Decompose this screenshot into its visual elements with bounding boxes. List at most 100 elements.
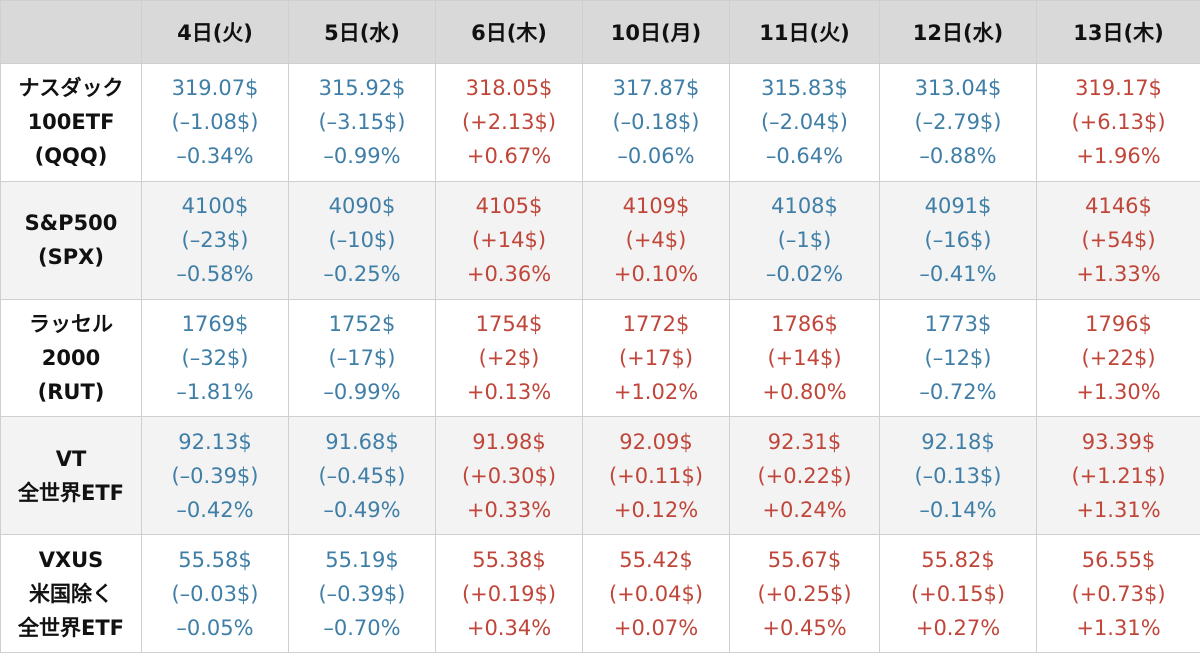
row-label-line: 100ETF: [27, 110, 115, 135]
cell-change: (–0.45$): [318, 463, 406, 488]
cell-change: (–0.13$): [914, 463, 1002, 488]
cell-change: (+22$): [1081, 345, 1156, 370]
cell-pct: –0.42%: [176, 497, 254, 522]
cell-pct: –0.25%: [323, 262, 401, 287]
cell-change: (+0.04$): [608, 581, 704, 606]
column-header: 4日(火): [141, 0, 289, 64]
cell-price: 91.98$: [472, 429, 546, 454]
cell-change: (–3.15$): [318, 110, 406, 135]
row-label-line: VT: [55, 446, 87, 471]
cell-change: (+1.21$): [1071, 463, 1166, 488]
cell-pct: +1.31%: [1076, 497, 1161, 522]
cell-price: 55.82$: [921, 547, 995, 572]
column-header: 12日(水): [879, 0, 1037, 64]
cell-pct: +0.24%: [762, 497, 847, 522]
row-label-line: ナスダック: [18, 76, 124, 101]
cell-pct: –0.49%: [323, 497, 401, 522]
data-cell: 4109$ (+4$) +0.10%: [582, 180, 730, 300]
data-cell: 55.38$ (+0.19$) +0.34%: [435, 534, 583, 653]
cell-change: (+6.13$): [1071, 110, 1166, 135]
row-label: ナスダック 100ETF (QQQ): [0, 63, 142, 182]
cell-change: (–1$): [777, 228, 832, 253]
cell-price: 1796$: [1085, 311, 1152, 336]
cell-pct: –0.88%: [919, 144, 997, 169]
cell-pct: +0.33%: [466, 497, 552, 522]
table-row: ナスダック 100ETF (QQQ) 319.07$ (–1.08$) –0.34% 315…: [0, 63, 1200, 182]
row-label-line: S&P500: [24, 211, 118, 236]
data-cell: 1754$ (+2$) +0.13%: [435, 298, 583, 418]
table-row: VXUS 米国除く 全世界ETF 55.58$ (–0.03$) –0.05% 55.19$…: [0, 534, 1200, 653]
cell-price: 55.42$: [619, 547, 693, 572]
data-cell: 315.92$ (–3.15$) –0.99%: [288, 63, 436, 182]
cell-change: (+0.11$): [608, 463, 704, 488]
data-cell: 4091$ (–16$) –0.41%: [879, 180, 1037, 300]
cell-pct: +1.31%: [1076, 615, 1161, 640]
cell-change: (+0.25$): [757, 581, 852, 606]
data-cell: 4090$ (–10$) –0.25%: [288, 180, 436, 300]
cell-price: 56.55$: [1081, 547, 1156, 572]
cell-price: 4100$: [181, 194, 249, 219]
cell-pct: –0.64%: [765, 144, 844, 169]
cell-change: (–23$): [181, 228, 249, 253]
cell-change: (+0.19$): [461, 581, 557, 606]
cell-pct: –0.70%: [323, 615, 401, 640]
header-corner: [0, 0, 142, 64]
data-cell: 4108$ (–1$) –0.02%: [729, 180, 880, 300]
data-cell: 315.83$ (–2.04$) –0.64%: [729, 63, 880, 182]
cell-pct: +1.33%: [1076, 262, 1161, 287]
cell-price: 92.31$: [767, 429, 842, 454]
cell-price: 313.04$: [914, 76, 1002, 101]
cell-pct: +0.67%: [466, 144, 552, 169]
cell-price: 1752$: [328, 311, 396, 336]
cell-pct: –0.06%: [617, 144, 695, 169]
cell-change: (+0.30$): [461, 463, 557, 488]
cell-price: 4108$: [771, 194, 838, 219]
cell-pct: –0.72%: [919, 379, 997, 404]
cell-price: 1786$: [771, 311, 838, 336]
data-cell: 92.31$ (+0.22$) +0.24%: [729, 416, 880, 536]
cell-price: 55.38$: [472, 547, 546, 572]
cell-price: 91.68$: [325, 429, 399, 454]
cell-change: (+0.73$): [1071, 581, 1166, 606]
table-body: ナスダック 100ETF (QQQ) 319.07$ (–1.08$) –0.34% 315…: [0, 63, 1200, 653]
cell-price: 1754$: [475, 311, 543, 336]
cell-change: (+4$): [625, 228, 687, 253]
data-cell: 93.39$ (+1.21$) +1.31%: [1036, 416, 1200, 536]
data-cell: 4105$ (+14$) +0.36%: [435, 180, 583, 300]
column-header: 5日(水): [288, 0, 436, 64]
cell-change: (–16$): [924, 228, 992, 253]
row-label: ラッセル 2000 (RUT): [0, 298, 142, 418]
cell-change: (+2$): [478, 345, 540, 370]
cell-pct: +0.34%: [466, 615, 552, 640]
row-label-line: (SPX): [38, 245, 104, 270]
data-cell: 1772$ (+17$) +1.02%: [582, 298, 730, 418]
data-cell: 91.98$ (+0.30$) +0.33%: [435, 416, 583, 536]
row-label-line: 全世界ETF: [17, 615, 124, 640]
cell-price: 1769$: [181, 311, 249, 336]
cell-pct: –0.99%: [323, 144, 401, 169]
data-cell: 1752$ (–17$) –0.99%: [288, 298, 436, 418]
row-label-line: 2000: [41, 345, 101, 370]
data-cell: 1786$ (+14$) +0.80%: [729, 298, 880, 418]
cell-change: (–17$): [328, 345, 396, 370]
column-header: 6日(木): [435, 0, 583, 64]
cell-pct: +1.30%: [1076, 379, 1161, 404]
table-header: 4日(火) 5日(水) 6日(木) 10日(月) 11日(火) 12日(水) 1…: [0, 0, 1200, 64]
cell-pct: +0.36%: [466, 262, 552, 287]
row-label: VXUS 米国除く 全世界ETF: [0, 534, 142, 653]
data-cell: 313.04$ (–2.79$) –0.88%: [879, 63, 1037, 182]
cell-price: 315.92$: [318, 76, 406, 101]
cell-change: (–1.08$): [171, 110, 259, 135]
cell-pct: +1.96%: [1076, 144, 1161, 169]
table-row: ラッセル 2000 (RUT) 1769$ (–32$) –1.81% 1752$ (–17$…: [0, 298, 1200, 418]
column-header: 10日(月): [582, 0, 730, 64]
cell-pct: –0.41%: [919, 262, 997, 287]
data-cell: 56.55$ (+0.73$) +1.31%: [1036, 534, 1200, 653]
row-label: S&P500 (SPX): [0, 180, 142, 300]
cell-pct: –0.02%: [765, 262, 844, 287]
cell-pct: –0.58%: [176, 262, 254, 287]
cell-pct: +0.80%: [762, 379, 847, 404]
cell-price: 92.09$: [619, 429, 693, 454]
cell-change: (–2.04$): [760, 110, 848, 135]
